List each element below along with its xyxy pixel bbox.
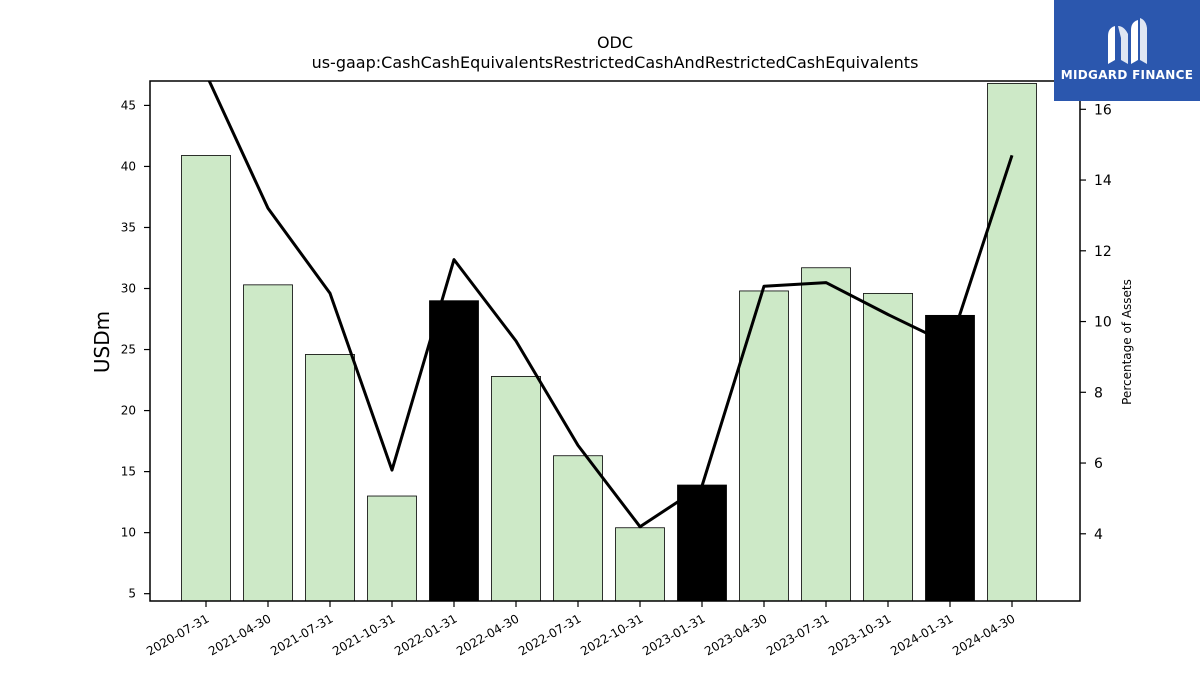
- bar: [863, 292, 913, 602]
- x-tick-label: 2023-04-30: [702, 611, 769, 658]
- y2-tick-label: 14: [1094, 173, 1112, 189]
- brand-name: MIDGARD FINANCE: [1060, 68, 1194, 82]
- brand-logo: MIDGARD FINANCE: [1054, 0, 1200, 101]
- x-tick-label: 2022-04-30: [454, 611, 521, 658]
- bar: [243, 284, 293, 602]
- plot-area: 51015202530354045468101214162020-07-3120…: [121, 80, 1112, 658]
- x-tick-label: 2024-01-31: [888, 611, 955, 658]
- y2-tick-label: 4: [1094, 527, 1103, 543]
- bar: [925, 314, 975, 602]
- y-tick-label: 10: [121, 526, 136, 540]
- x-tick-label: 2021-04-30: [206, 611, 273, 658]
- bar: [491, 375, 541, 602]
- x-tick-label: 2022-07-31: [516, 611, 583, 658]
- x-tick-label: 2021-10-31: [330, 611, 397, 658]
- plot-frame: [149, 80, 1081, 602]
- y-tick-label: 40: [121, 159, 136, 173]
- x-tick-label: 2023-07-31: [764, 611, 831, 658]
- y2-axis-label: Percentage of Assets: [1120, 279, 1134, 405]
- logo-mark-icon: [1108, 18, 1147, 64]
- y-tick-label: 25: [121, 343, 136, 357]
- y-tick-label: 35: [121, 220, 136, 234]
- series-line: [207, 81, 1014, 529]
- bar: [305, 354, 355, 602]
- x-tick-label: 2023-01-31: [640, 611, 707, 658]
- y-tick-label: 45: [121, 98, 136, 112]
- y2-tick-label: 12: [1094, 244, 1112, 260]
- x-tick-label: 2022-10-31: [578, 611, 645, 658]
- y2-tick-label: 16: [1094, 102, 1112, 118]
- x-tick-label: 2023-10-31: [826, 611, 893, 658]
- bar: [553, 455, 603, 602]
- y-tick-label: 30: [121, 282, 136, 296]
- bar: [181, 155, 231, 602]
- bar: [615, 527, 665, 602]
- y-tick-label: 20: [121, 404, 136, 418]
- y-axis-label: USDm: [90, 311, 114, 373]
- y-tick-label: 5: [128, 587, 136, 601]
- y2-tick-label: 6: [1094, 456, 1103, 472]
- y2-tick-label: 10: [1094, 315, 1112, 331]
- bar: [429, 300, 479, 602]
- x-tick-label: 2020-07-31: [144, 611, 211, 658]
- x-tick-label: 2021-07-31: [268, 611, 335, 658]
- x-tick-label: 2022-01-31: [392, 611, 459, 658]
- chart-subtitle: us-gaap:CashCashEquivalentsRestrictedCas…: [312, 53, 919, 72]
- bar: [801, 267, 851, 602]
- bar: [367, 495, 417, 602]
- y-tick-label: 15: [121, 465, 136, 479]
- bar: [677, 484, 727, 602]
- y2-tick-label: 8: [1094, 385, 1103, 401]
- x-tick-label: 2024-04-30: [950, 611, 1017, 658]
- chart-title: ODC: [597, 33, 633, 52]
- bar: [987, 83, 1037, 602]
